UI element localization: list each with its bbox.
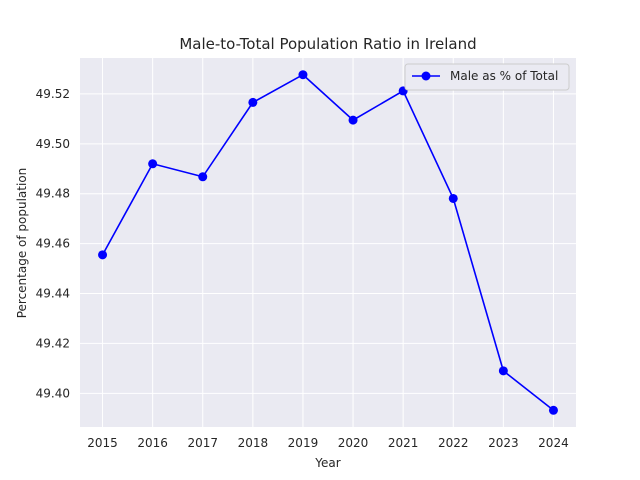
legend-marker-swatch (421, 71, 431, 81)
x-tick-label: 2024 (538, 436, 569, 450)
y-tick-label: 49.50 (36, 137, 70, 151)
x-tick-label: 2019 (288, 436, 319, 450)
data-point (548, 405, 558, 415)
legend: Male as % of Total (404, 63, 570, 91)
x-tick-label: 2016 (137, 436, 168, 450)
y-tick-labels: 49.40 49.42 49.44 49.46 49.48 49.50 49.52 (36, 87, 70, 400)
y-tick-label: 49.48 (36, 187, 70, 201)
legend-label: Male as % of Total (450, 69, 558, 83)
x-tick-label: 2015 (87, 436, 118, 450)
data-point (348, 115, 358, 125)
x-tick-label: 2022 (438, 436, 469, 450)
x-tick-label: 2021 (388, 436, 419, 450)
x-tick-label: 2018 (238, 436, 269, 450)
data-point (448, 193, 458, 203)
y-tick-label: 49.52 (36, 87, 70, 101)
x-tick-label: 2017 (187, 436, 218, 450)
legend-box (404, 63, 570, 91)
x-tick-label: 2023 (488, 436, 519, 450)
y-tick-label: 49.46 (36, 237, 70, 251)
data-point (498, 366, 508, 376)
x-axis-label: Year (314, 456, 340, 470)
plot-area (80, 58, 576, 427)
x-tick-labels: 2015 2016 2017 2018 2019 2020 2021 2022 2023 2024 (87, 436, 568, 450)
x-tick-label: 2020 (338, 436, 369, 450)
y-tick-label: 49.44 (36, 287, 70, 301)
y-tick-label: 49.40 (36, 386, 70, 400)
chart-title: Male-to-Total Population Ratio in Irelan… (179, 35, 476, 53)
data-point (248, 97, 258, 107)
series-layer (98, 70, 558, 415)
y-tick-label: 49.42 (36, 336, 70, 350)
data-point (148, 159, 158, 169)
data-point (98, 250, 108, 260)
series-line (101, 73, 554, 411)
y-axis-label: Percentage of population (15, 168, 29, 319)
data-point (198, 172, 208, 182)
data-point (298, 70, 308, 80)
